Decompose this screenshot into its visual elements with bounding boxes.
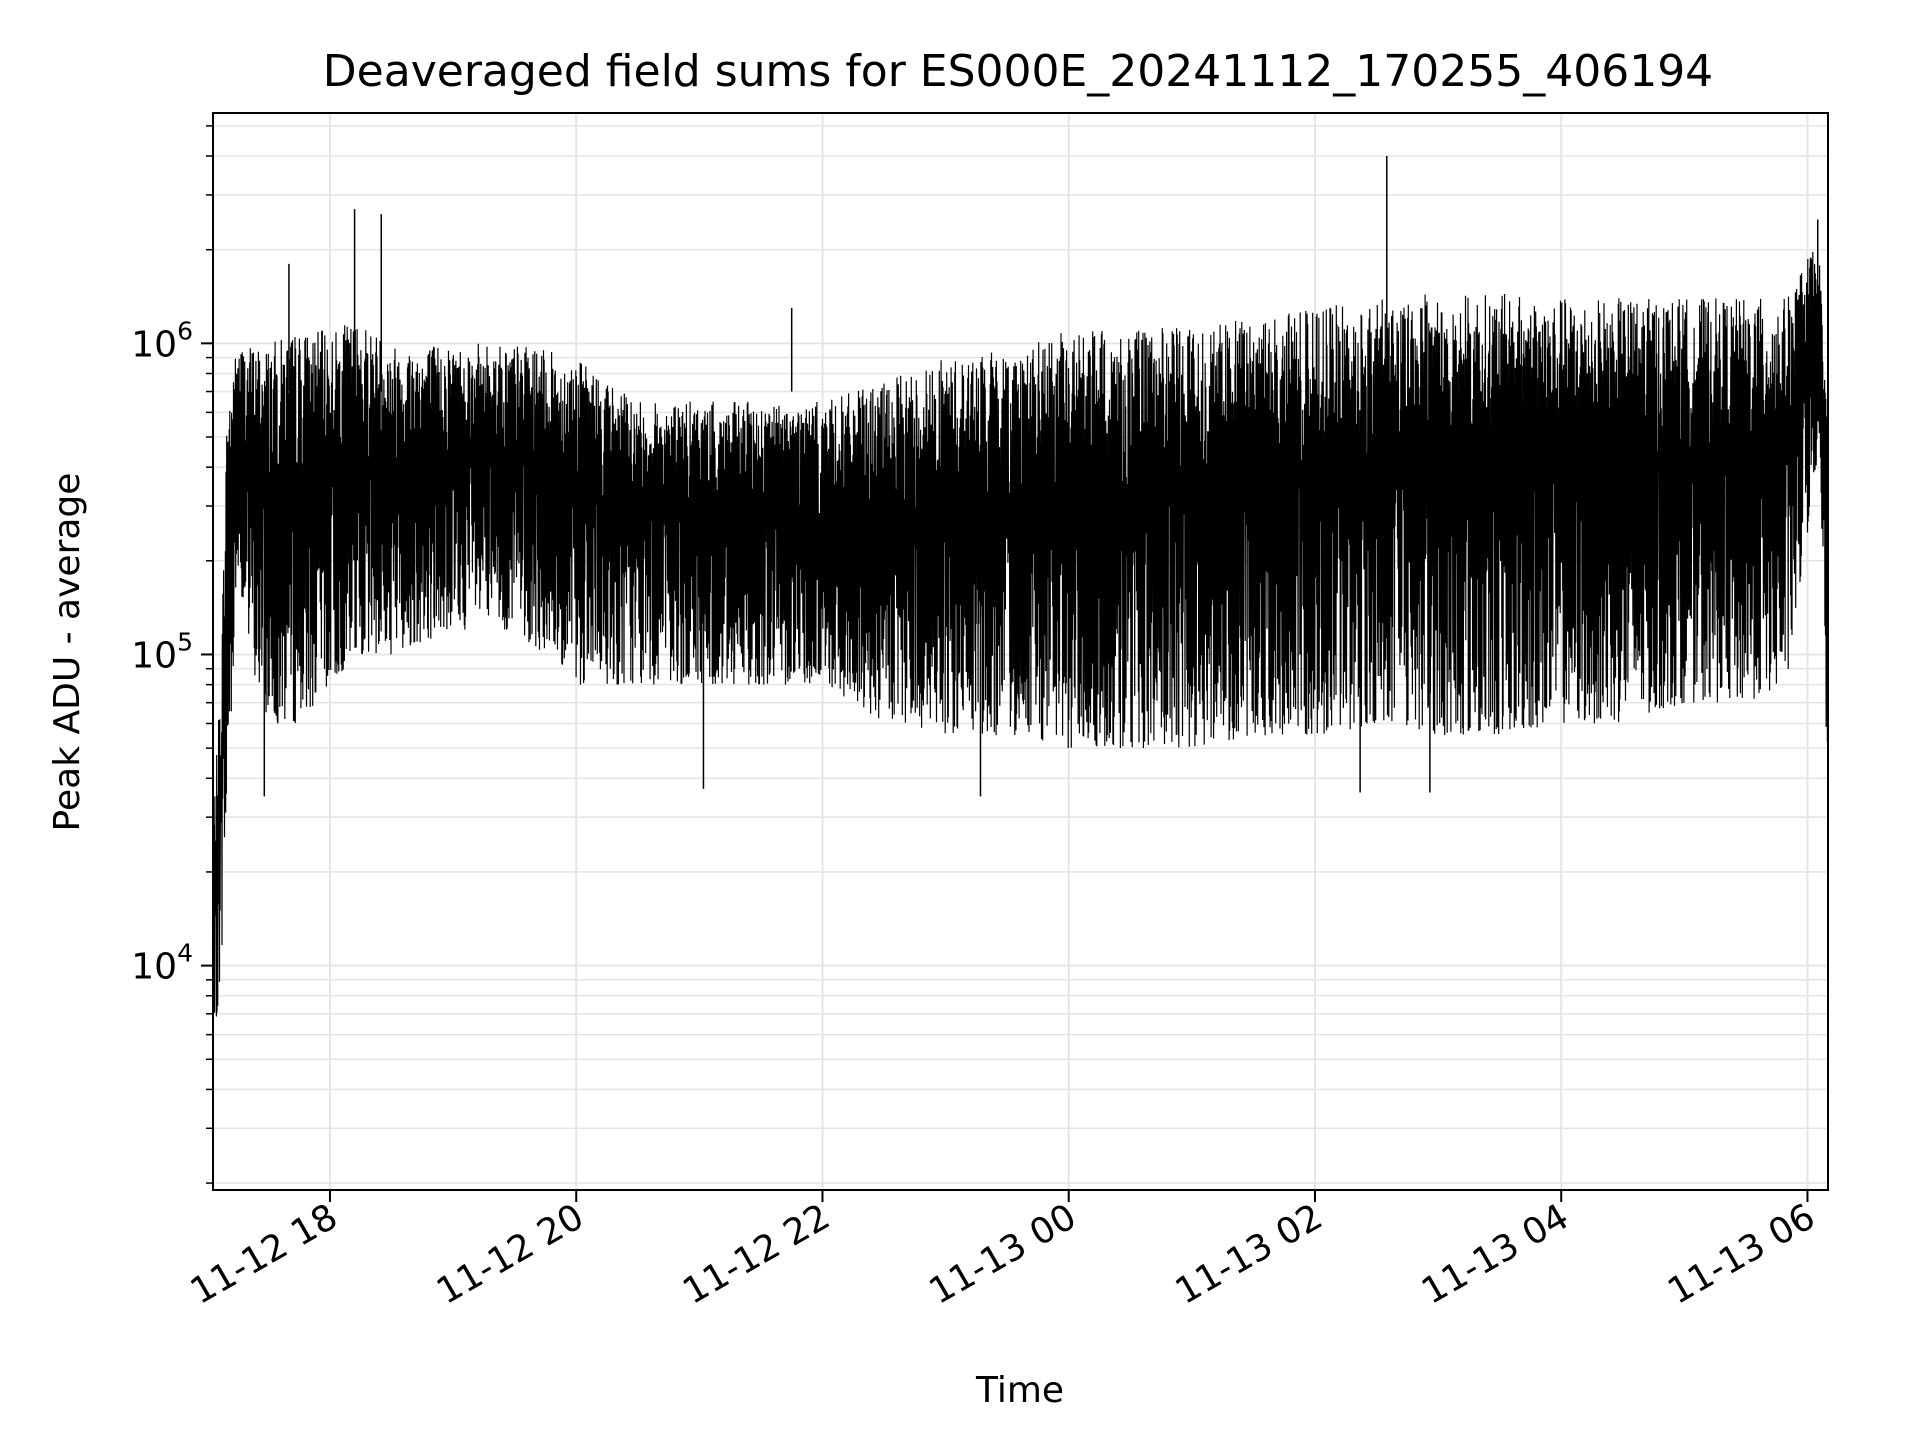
x-tick-label: 11-12 20 — [430, 1196, 591, 1312]
y-tick-label: 106 — [131, 316, 193, 365]
x-tick-label: 11-12 22 — [676, 1196, 837, 1312]
y-axis-ticks: 104 105 106 — [131, 125, 213, 1184]
x-tick-label: 11-12 18 — [184, 1196, 345, 1312]
y-axis-label: Peak ADU - average — [47, 473, 88, 832]
x-tick-label: 11-13 02 — [1169, 1196, 1330, 1312]
y-tick-label: 105 — [131, 627, 193, 676]
x-axis-label: Time — [975, 1370, 1064, 1411]
y-tick-label: 104 — [131, 939, 193, 988]
series-line — [212, 251, 1829, 1086]
chart-title: Deaveraged field sums for ES000E_2024111… — [323, 46, 1713, 97]
x-tick-label: 11-13 00 — [923, 1196, 1084, 1312]
axes-frame — [212, 112, 1829, 1191]
plot-area — [212, 156, 1829, 1086]
x-axis-ticks: 11-12 18 11-12 20 11-12 22 11-13 00 11-13 02… — [184, 1190, 1822, 1313]
x-tick-label: 11-13 04 — [1415, 1196, 1576, 1312]
x-tick-label: 11-13 06 — [1661, 1196, 1822, 1312]
